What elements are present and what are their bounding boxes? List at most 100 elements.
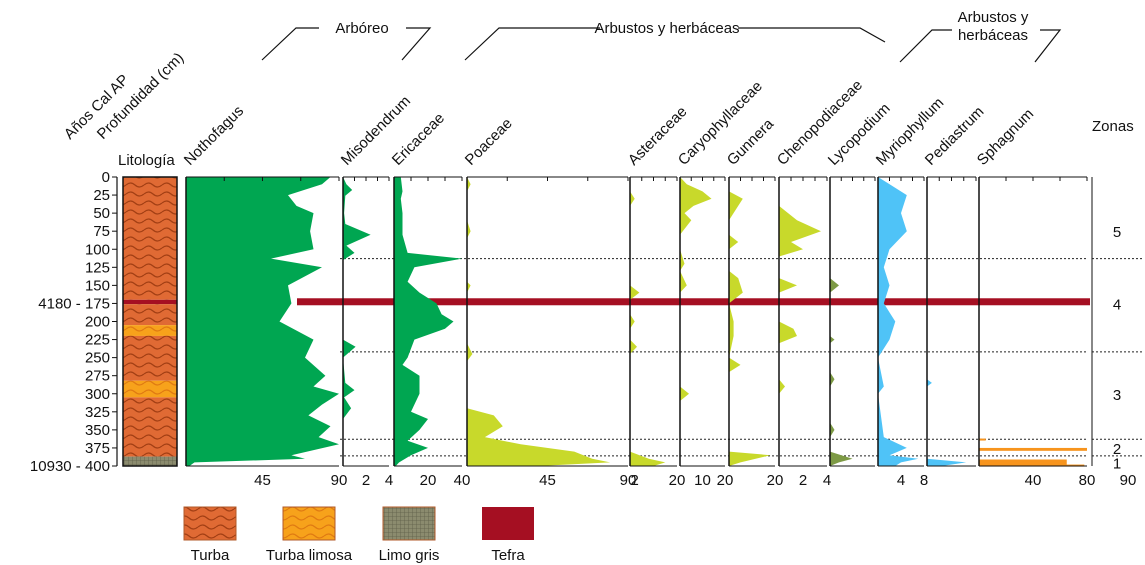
depth-tick-label: 350: [85, 422, 110, 439]
series-area-poaceae: [467, 177, 611, 466]
depth-tick-label: 325: [85, 404, 110, 421]
group-bracket: [261, 27, 319, 61]
depth-tick-label: 375: [85, 440, 110, 457]
x-tick-label: 45: [539, 472, 556, 489]
group-labels: Arbóreo Arbustos y herbáceas Arbustos yher…: [261, 9, 1062, 63]
depth-tick-label: 250: [85, 350, 110, 367]
lithology-layer: [123, 325, 177, 336]
series-bar-sphagnum: [979, 447, 1087, 451]
x-tick-label: 45: [254, 472, 271, 489]
taxon-label-chenopodiaceae: Chenopodiaceae: [774, 77, 866, 169]
legend-label: Turba: [191, 547, 230, 564]
x-tick-label: 2: [631, 472, 639, 489]
legend-swatch: [183, 506, 237, 541]
series-bar-sphagnum: [979, 438, 986, 441]
x-tick-label: 40: [454, 472, 471, 489]
zone-label: 5: [1113, 224, 1121, 241]
x-tick-label: 20: [420, 472, 437, 489]
depth-tick-label: 300: [85, 386, 110, 403]
group-label: Arbóreo: [335, 20, 388, 37]
group-bracket: [464, 27, 600, 61]
depth-tick-label: 275: [85, 368, 110, 385]
series-area-asteraceae: [630, 177, 666, 466]
taxa-panels: 45 90 2 4 20 40 45 902 20 10 20 20 2 4 4 8 40 80: [185, 176, 1096, 489]
lithology-legend: Turba Turba limosa Limo gris Tefra: [183, 506, 534, 564]
x-tick-label: 90: [331, 472, 348, 489]
group-label: herbáceas: [958, 27, 1028, 44]
group-bracket: [899, 29, 952, 63]
group-label: Arbustos y: [958, 9, 1029, 26]
lithology-layer: [123, 456, 177, 466]
x-tick-label: 20: [669, 472, 686, 489]
taxon-label-nothofagus: Nothofagus: [181, 103, 247, 169]
panel-sphagnum: 40 80: [978, 176, 1096, 489]
x-tick-label: 4: [385, 472, 393, 489]
x-tick-label: 4: [823, 472, 831, 489]
depth-tick-label: 4180 - 175: [38, 295, 110, 312]
depth-tick-label: 25: [93, 187, 110, 204]
tefra-band-rect: [297, 298, 1090, 306]
x-tick-label: 20: [717, 472, 734, 489]
lithology-layer: [123, 177, 177, 300]
legend-swatch: [482, 507, 534, 540]
depth-tick-label: 200: [85, 314, 110, 331]
legend-swatch: [382, 506, 436, 541]
x-tick-label: 2: [362, 472, 370, 489]
legend-label: Turba limosa: [266, 547, 353, 564]
depth-tick-label: 10930 - 400: [30, 458, 110, 475]
x-tick-label: 80: [1079, 472, 1096, 489]
panel-asteraceae: 2 20: [629, 176, 686, 489]
panel-nothofagus: 45 90: [185, 176, 348, 489]
series-area-lycopodium: [830, 177, 853, 466]
panel-lycopodium: [829, 176, 876, 467]
panel-caryophyllaceae: 10 20: [679, 176, 734, 489]
depth-tick-label: 100: [85, 241, 110, 258]
taxon-label-caryophyllaceae: Caryophyllaceae: [675, 78, 766, 169]
legend-label: Tefra: [491, 547, 525, 564]
zones-title: Zonas: [1092, 118, 1134, 135]
depth-tick-label: 50: [93, 205, 110, 222]
series-area-pediastrum: [927, 177, 967, 466]
x-tick-label: 10: [694, 472, 711, 489]
panel-ericaceae: 20 40: [393, 176, 471, 489]
depth-tick-label: 225: [85, 332, 110, 349]
lithology-layer: [123, 304, 177, 326]
x-tick-label: 8: [920, 472, 928, 489]
tefra-band: [297, 298, 1090, 306]
lithology-column: Litología: [118, 152, 178, 467]
x-tick-label: 90: [620, 472, 637, 489]
lithology-layer: [123, 299, 177, 305]
series-area-misodendrum: [343, 177, 371, 466]
zone-label: 3: [1113, 387, 1121, 404]
group-bracket: [401, 27, 432, 61]
legend-swatch: [282, 506, 336, 541]
x-tick-label: 2: [799, 472, 807, 489]
series-area-ericaceae: [394, 177, 462, 466]
depth-tick-label: 150: [85, 277, 110, 294]
group-bracket: [1034, 29, 1062, 63]
x-tick-label: 20: [767, 472, 784, 489]
zones-axis-label: 90: [1120, 472, 1137, 489]
series-area-myriophyllum: [878, 177, 919, 466]
group-label: Arbustos y herbáceas: [594, 20, 739, 37]
series-area-gunnera: [729, 177, 771, 466]
lithology-layer: [123, 380, 177, 398]
depth-tick-label: 125: [85, 259, 110, 276]
lithology-title: Litología: [118, 152, 175, 169]
series-area-nothofagus: [186, 177, 339, 466]
zone-label: 1: [1113, 455, 1121, 472]
x-tick-label: 4: [897, 472, 905, 489]
panel-poaceae: 45 90: [466, 176, 637, 489]
lithology-layer: [123, 397, 177, 457]
lithology-layer: [123, 335, 177, 381]
group-bracket: [738, 27, 886, 43]
taxon-label-poaceae: Poaceae: [462, 115, 516, 169]
panel-gunnera: 20: [728, 176, 784, 489]
depth-tick-label: 75: [93, 223, 110, 240]
series-area-caryophyllaceae: [680, 177, 712, 466]
zone-boundary-lines: [340, 258, 1087, 457]
